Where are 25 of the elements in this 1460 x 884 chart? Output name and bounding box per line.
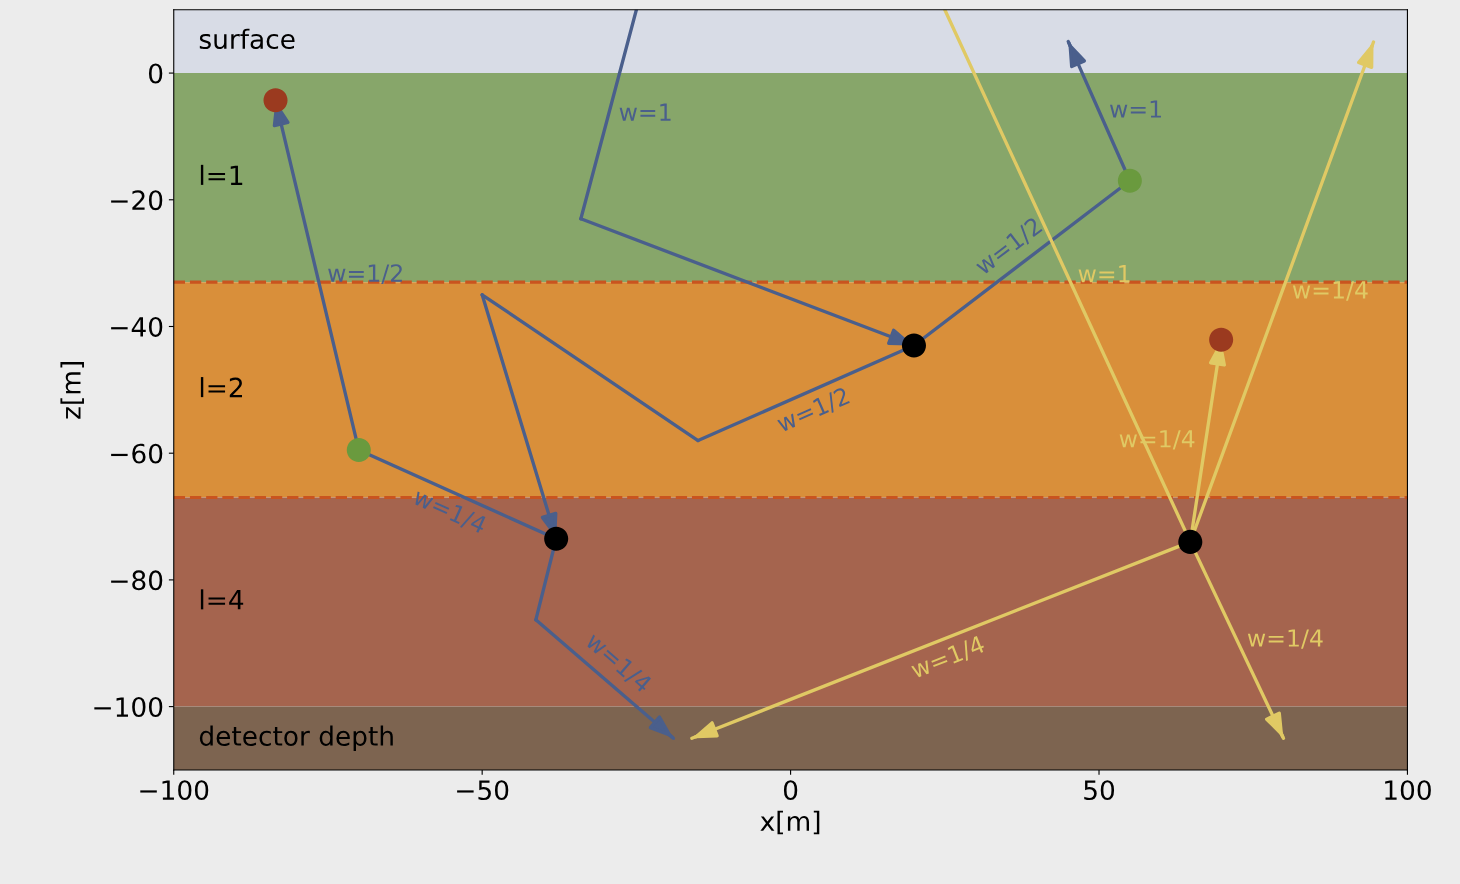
x-tick-label: 0	[783, 780, 798, 801]
band-label: l=4	[200, 589, 244, 610]
band-label: l=2	[200, 377, 242, 398]
series-label: w=1	[619, 103, 671, 121]
series-label: w=1/4	[1247, 629, 1323, 649]
series-label: w=1/2	[328, 264, 402, 284]
y-tick-label: −20	[111, 190, 163, 211]
band-label: surface	[199, 28, 295, 50]
y-tick-label: −100	[94, 697, 163, 718]
x-tick-label: 50	[1084, 780, 1115, 801]
series-label: w=1	[1110, 100, 1161, 118]
x-tick-label: −50	[457, 780, 509, 801]
y-tick-label: −80	[111, 570, 163, 591]
series-label: w=1	[1078, 265, 1130, 283]
band-label: l=1	[200, 164, 243, 185]
series-label: w=1/4	[1292, 281, 1368, 301]
series-label: w=1/4	[1119, 430, 1195, 450]
band-label: detector depth	[199, 725, 393, 752]
y-tick-label: 0	[148, 63, 163, 84]
x-tick-label: −100	[140, 780, 209, 801]
y-axis-title: z[m]	[60, 362, 84, 419]
x-axis-title: x[m]	[760, 810, 820, 835]
x-tick-label: 100	[1385, 780, 1431, 801]
y-tick-label: −60	[111, 443, 163, 464]
y-tick-label: −40	[111, 316, 163, 337]
